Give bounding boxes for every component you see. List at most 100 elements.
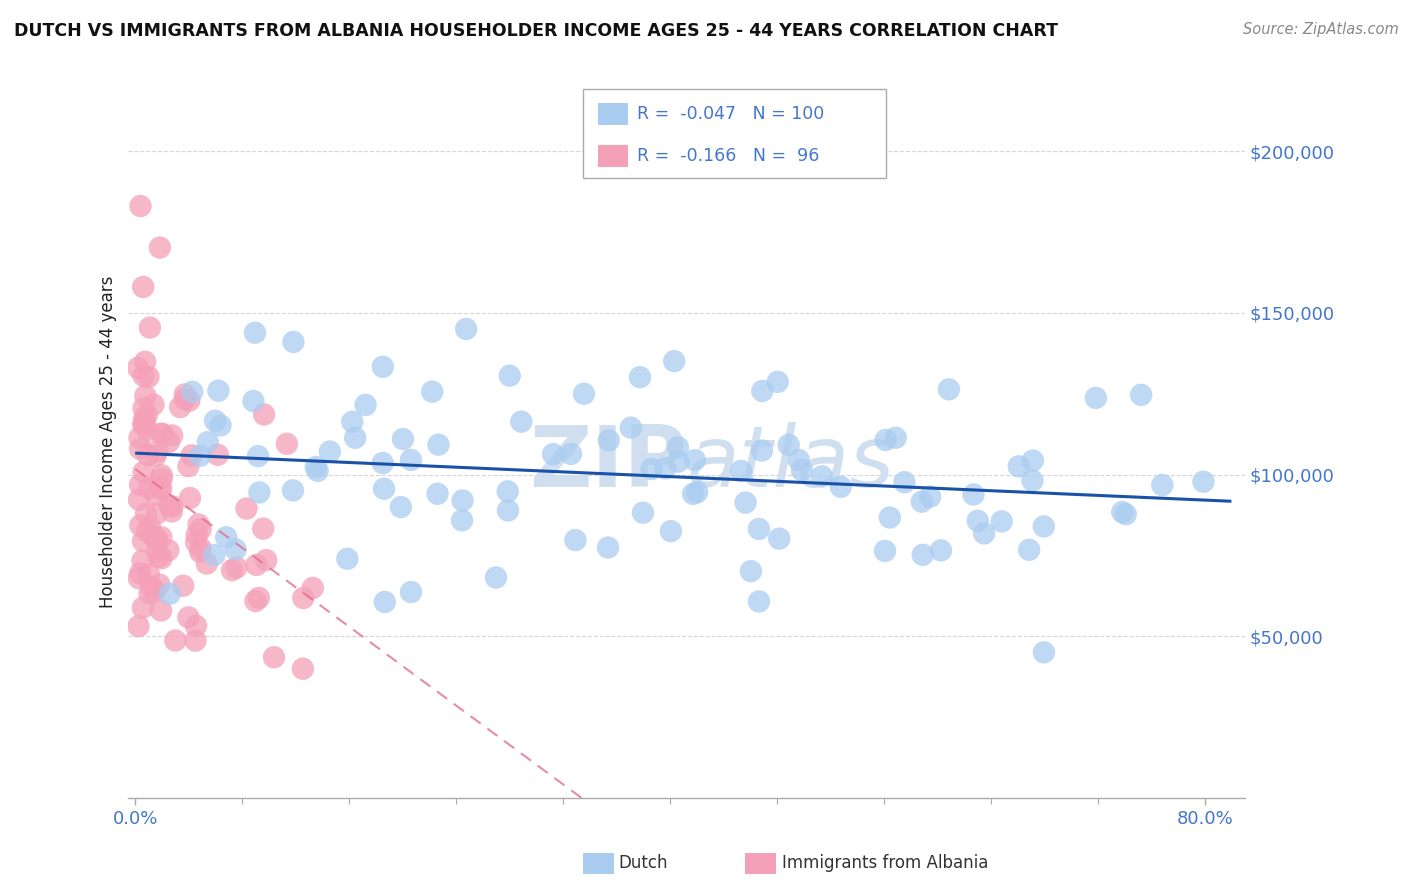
Point (132, 600, 155, 615)
Point (929, 543, 952, 558)
Point (768, 532, 790, 546)
Point (911, 548, 934, 562)
Point (245, 558, 267, 572)
Point (179, 491, 201, 505)
Point (188, 449, 211, 463)
Point (139, 320, 162, 334)
Point (134, 355, 156, 369)
Point (184, 535, 207, 549)
Point (875, 433, 897, 447)
Point (221, 563, 243, 577)
Point (177, 459, 200, 474)
Point (150, 472, 173, 486)
Point (215, 530, 238, 544)
Point (427, 437, 450, 451)
Text: R =  -0.166   N =  96: R = -0.166 N = 96 (637, 147, 820, 165)
Point (920, 490, 942, 504)
Point (399, 453, 422, 467)
Point (146, 533, 169, 547)
Point (207, 384, 229, 398)
Point (136, 423, 159, 437)
Point (139, 580, 162, 594)
Point (683, 453, 706, 467)
Point (1008, 459, 1031, 474)
Point (1022, 453, 1045, 467)
Point (276, 437, 298, 451)
Point (307, 464, 329, 478)
Point (734, 495, 756, 509)
Point (247, 449, 270, 463)
Point (252, 522, 274, 536)
Point (499, 368, 522, 383)
Point (135, 507, 157, 521)
Point (682, 487, 704, 501)
Point (371, 456, 394, 470)
Point (962, 487, 984, 501)
Point (373, 482, 395, 496)
Point (873, 544, 896, 558)
Point (392, 432, 415, 446)
Point (132, 417, 155, 432)
Point (143, 583, 166, 598)
Point (748, 522, 770, 536)
Point (283, 334, 305, 349)
Point (129, 566, 152, 581)
Point (132, 465, 155, 479)
Point (451, 513, 474, 527)
Point (148, 549, 170, 564)
Point (132, 280, 155, 294)
Point (150, 530, 173, 544)
Point (879, 510, 901, 524)
Point (496, 484, 519, 499)
Point (911, 494, 934, 508)
Point (134, 389, 156, 403)
Point (150, 551, 173, 566)
Point (127, 361, 149, 376)
Point (149, 480, 172, 494)
Point (150, 468, 173, 483)
Point (197, 435, 219, 450)
Point (187, 517, 209, 532)
Point (399, 585, 422, 599)
Point (560, 447, 582, 461)
Point (748, 594, 770, 608)
Point (778, 438, 800, 452)
Point (157, 543, 180, 558)
Point (177, 610, 200, 624)
Point (319, 444, 342, 458)
Point (666, 455, 689, 469)
Point (371, 359, 394, 374)
Point (247, 591, 270, 605)
Point (751, 443, 773, 458)
Point (181, 384, 204, 399)
Point (664, 354, 686, 368)
Point (301, 581, 323, 595)
Point (129, 199, 152, 213)
Point (596, 541, 619, 555)
Point (751, 384, 773, 398)
Point (766, 375, 789, 389)
Text: ZIP: ZIP (529, 422, 686, 505)
Point (159, 587, 181, 601)
Point (128, 431, 150, 445)
Point (146, 443, 169, 458)
Point (496, 503, 519, 517)
Point (225, 542, 247, 557)
Point (389, 500, 412, 514)
Text: Dutch: Dutch (619, 855, 668, 872)
Point (174, 392, 197, 407)
Point (787, 453, 810, 467)
Point (973, 526, 995, 541)
Point (127, 619, 149, 633)
Point (172, 579, 194, 593)
Point (686, 485, 709, 500)
Point (150, 482, 173, 496)
Point (790, 463, 813, 477)
Point (184, 619, 207, 633)
Point (138, 587, 160, 601)
Point (291, 662, 314, 676)
Point (186, 528, 208, 542)
Point (132, 416, 155, 430)
Point (135, 408, 157, 422)
Point (242, 394, 264, 409)
